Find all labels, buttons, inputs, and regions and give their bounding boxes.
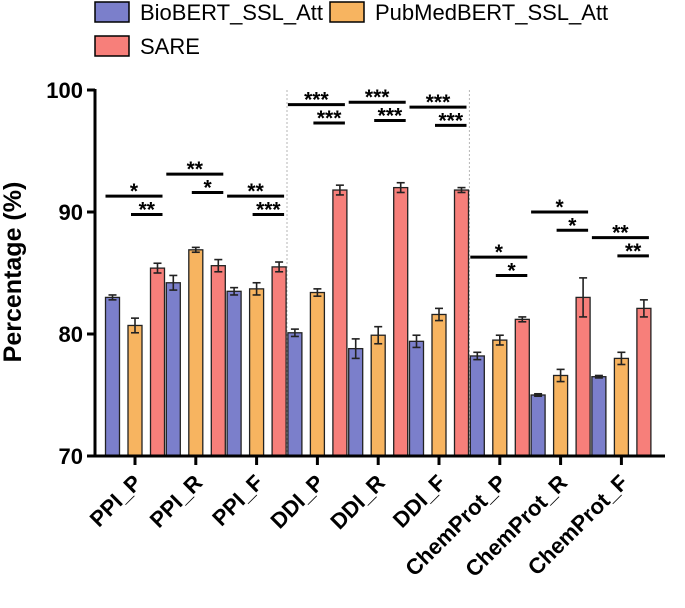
- error-bars: [108, 181, 648, 398]
- bar: [469, 355, 485, 457]
- significance-label: *: [130, 180, 139, 203]
- significance-label: ***: [438, 109, 463, 132]
- x-tick-label: DDI_P: [265, 470, 328, 533]
- bar: [332, 189, 348, 457]
- significance-label: **: [247, 180, 264, 203]
- bar: [530, 394, 546, 457]
- legend: BioBERT_SSL_Att PubMedBERT_SSL_Att SARE: [94, 0, 608, 59]
- bar: [514, 318, 530, 457]
- bar: [309, 291, 326, 457]
- bar: [149, 267, 166, 457]
- bar: [591, 376, 607, 457]
- significance-label: *: [568, 214, 577, 237]
- x-tick-label: PPI_R: [145, 470, 208, 533]
- legend-label: PubMedBERT_SSL_Att: [375, 0, 608, 25]
- x-tick-label: DDI_R: [325, 470, 389, 534]
- significance-label: ***: [256, 198, 281, 221]
- significance-label: ***: [426, 91, 451, 114]
- y-tick-label: 100: [46, 78, 83, 103]
- significance-label: **: [612, 222, 629, 245]
- bar: [575, 296, 591, 457]
- bar: [104, 296, 121, 457]
- significance-label: **: [625, 240, 642, 263]
- y-axis: 70 80 90 100: [46, 78, 97, 469]
- legend-swatch: [329, 1, 365, 23]
- bar: [248, 288, 265, 457]
- y-tick-label: 80: [59, 322, 83, 347]
- x-tick-label: PPI_F: [207, 470, 268, 531]
- bar: [453, 189, 470, 457]
- bar: [348, 347, 364, 457]
- bar: [552, 374, 569, 457]
- significance-label: **: [187, 158, 204, 181]
- bar: [271, 266, 287, 457]
- x-tick-label: PPI_P: [85, 470, 147, 532]
- significance-label: *: [495, 241, 504, 264]
- bar: [165, 282, 181, 457]
- bar: [127, 324, 143, 457]
- bar: [226, 290, 242, 457]
- legend-label: SARE: [140, 34, 200, 59]
- significance-label: ***: [378, 105, 403, 128]
- bar: [636, 307, 652, 457]
- bars: [104, 186, 652, 457]
- bar: [431, 313, 447, 457]
- significance-label: ***: [304, 89, 329, 112]
- significance-label: **: [139, 198, 156, 221]
- bar: [370, 334, 386, 457]
- y-axis-label: Percentage (%): [0, 182, 27, 363]
- bar: [492, 339, 508, 457]
- y-tick-label: 90: [59, 200, 83, 225]
- legend-label: BioBERT_SSL_Att: [140, 0, 323, 25]
- bar: [408, 340, 425, 457]
- legend-swatch: [94, 35, 130, 57]
- legend-swatch: [94, 1, 130, 23]
- significance-label: *: [556, 196, 565, 219]
- significance-label: ***: [365, 86, 390, 109]
- group-separators: [286, 90, 470, 456]
- significance-brackets: ****** *************************** ****: [105, 86, 649, 282]
- bar: [287, 332, 303, 457]
- bar: [613, 357, 630, 457]
- significance-label: *: [203, 176, 212, 199]
- significance-label: *: [507, 259, 516, 282]
- bar: [210, 265, 226, 457]
- y-tick-label: 70: [59, 444, 83, 469]
- bar: [188, 249, 204, 457]
- bar: [393, 186, 409, 457]
- significance-label: ***: [317, 107, 342, 130]
